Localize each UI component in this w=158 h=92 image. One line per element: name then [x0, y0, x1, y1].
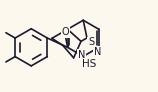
Text: O: O: [62, 27, 69, 37]
Text: HS: HS: [82, 59, 96, 69]
Text: N: N: [78, 50, 85, 60]
Text: N: N: [94, 47, 101, 57]
Text: S: S: [88, 37, 94, 47]
